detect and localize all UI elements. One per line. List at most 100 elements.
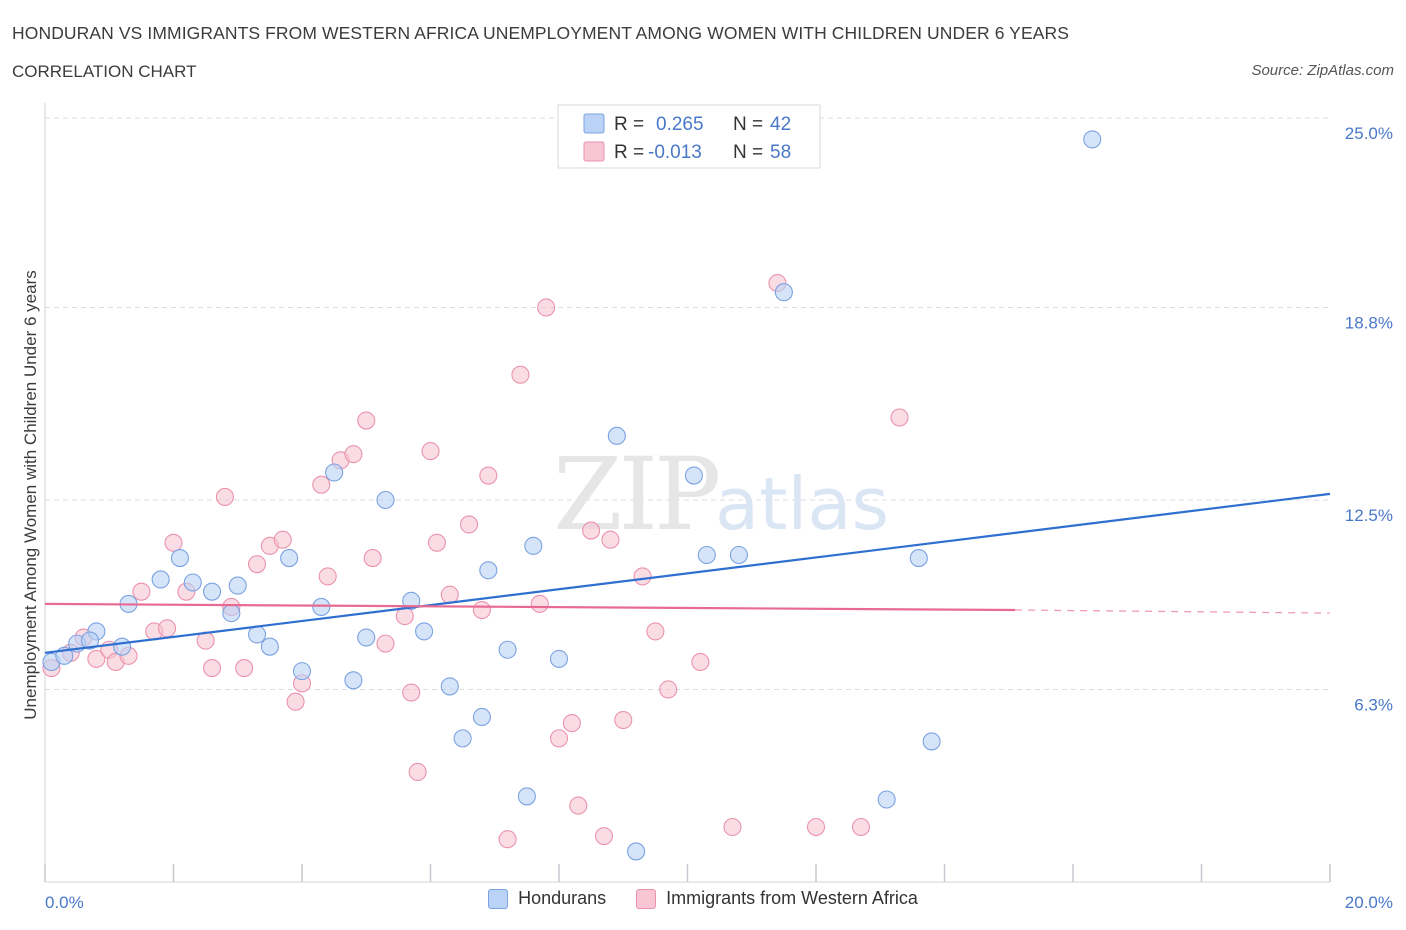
x-tick-label: 0.0% <box>45 893 84 912</box>
western-africa-point <box>549 729 569 748</box>
honduran-point <box>697 545 716 565</box>
legend-label-hondurans: Hondurans <box>518 888 607 908</box>
western-africa-point <box>215 487 234 506</box>
western-africa-point <box>87 649 106 668</box>
western-africa-point <box>158 619 177 638</box>
legend-r-label-1: R = <box>614 114 644 135</box>
legend-n-label-2: N = <box>733 142 763 163</box>
western-africa-point <box>164 533 183 552</box>
honduran-point <box>151 570 170 589</box>
honduran-point <box>517 787 536 806</box>
western-africa-point <box>402 683 421 702</box>
western-africa-trend-line <box>44 602 1016 612</box>
western-africa-point <box>594 827 614 846</box>
honduran-point <box>376 490 395 510</box>
western-africa-point <box>363 549 382 568</box>
trend-lines <box>44 492 1331 654</box>
honduran-point <box>549 649 569 668</box>
legend-item-hondurans[interactable]: Hondurans <box>488 888 606 909</box>
watermark: ZIP atlas <box>553 436 889 553</box>
honduran-point <box>228 576 247 595</box>
legend-r-label-2: R = <box>614 142 644 163</box>
legend-swatch-western-africa <box>636 888 657 909</box>
western-africa-point <box>273 530 292 549</box>
honduran-point <box>325 463 344 482</box>
honduran-point <box>222 604 241 623</box>
western-africa-point <box>530 594 549 613</box>
western-africa-point <box>440 585 459 604</box>
honduran-point <box>80 631 100 650</box>
honduran-point <box>344 671 363 690</box>
western-africa-point <box>806 817 826 837</box>
watermark-atlas: atlas <box>715 462 889 546</box>
honduran-point <box>415 622 434 641</box>
western-africa-point <box>851 817 871 837</box>
western-africa-point <box>659 680 678 699</box>
western-africa-point <box>286 692 305 711</box>
legend-n-label-1: N = <box>733 114 763 135</box>
western-africa-point <box>569 796 588 815</box>
western-africa-point <box>247 555 267 574</box>
honduran-point <box>479 561 498 580</box>
honduran-point <box>1083 130 1102 149</box>
western-africa-point <box>537 298 556 317</box>
axes <box>44 103 1331 883</box>
western-africa-point <box>427 533 446 552</box>
western-africa-point <box>646 622 665 641</box>
western-africa-point <box>203 659 222 678</box>
y-tick-label: 25.0% <box>1345 124 1393 143</box>
y-tick-label: 6.3% <box>1354 695 1393 714</box>
western-africa-point <box>408 762 427 782</box>
western-africa-point <box>318 567 337 586</box>
chart-title: HONDURAN VS IMMIGRANTS FROM WESTERN AFRI… <box>12 23 1069 43</box>
chart-subtitle: CORRELATION CHART <box>12 62 197 81</box>
western-africa-point <box>132 582 151 601</box>
series-western-africa-points <box>42 273 909 849</box>
western-africa-point <box>601 530 620 549</box>
honduran-point <box>183 573 202 592</box>
y-tick-label: 12.5% <box>1345 506 1393 525</box>
honduran-point <box>498 640 517 659</box>
western-africa-point <box>395 607 414 626</box>
legend-n-value-1: 42 <box>770 114 791 135</box>
legend-r-value-2: -0.013 <box>648 142 702 163</box>
western-africa-point <box>472 600 491 620</box>
honduran-point <box>472 707 491 727</box>
legend-label-western-africa: Immigrants from Western Africa <box>666 888 918 908</box>
honduran-point <box>357 628 376 647</box>
honduran-point <box>440 677 459 696</box>
western-africa-point <box>511 365 530 384</box>
honduran-point <box>607 426 626 445</box>
series-hondurans-points <box>42 130 1102 861</box>
western-africa-point <box>890 408 909 427</box>
western-africa-point <box>562 714 581 733</box>
western-africa-point <box>723 817 742 837</box>
x-tick-labels: 0.0% 20.0% <box>45 893 1393 912</box>
honduran-point <box>312 597 331 617</box>
western-africa-point <box>312 475 331 494</box>
honduran-point <box>729 545 748 565</box>
legend-item-western-africa[interactable]: Immigrants from Western Africa <box>636 888 918 909</box>
y-axis-label: Unemployment Among Women with Children U… <box>21 270 40 719</box>
honduran-point <box>203 582 222 601</box>
western-africa-trend-extension <box>1015 609 1331 614</box>
honduran-point <box>170 549 189 568</box>
series-legend: Hondurans Immigrants from Western Africa <box>0 888 1406 909</box>
legend-swatch-blue <box>583 113 605 134</box>
western-africa-point <box>614 710 633 730</box>
western-africa-point <box>235 659 254 678</box>
y-tick-label: 18.8% <box>1345 313 1393 332</box>
western-africa-point <box>582 521 601 540</box>
honduran-point <box>922 732 941 751</box>
correlation-legend: R = 0.265 N = 42 R = -0.013 N = 58 <box>557 104 821 169</box>
legend-r-value-1: 0.265 <box>656 114 704 135</box>
honduran-point <box>909 549 928 568</box>
western-africa-point <box>376 634 395 653</box>
hondurans-trend-line <box>44 492 1331 654</box>
western-africa-point <box>357 411 376 430</box>
honduran-point <box>260 637 279 656</box>
western-africa-point <box>633 567 652 586</box>
western-africa-point <box>421 442 440 461</box>
honduran-point <box>627 842 646 861</box>
